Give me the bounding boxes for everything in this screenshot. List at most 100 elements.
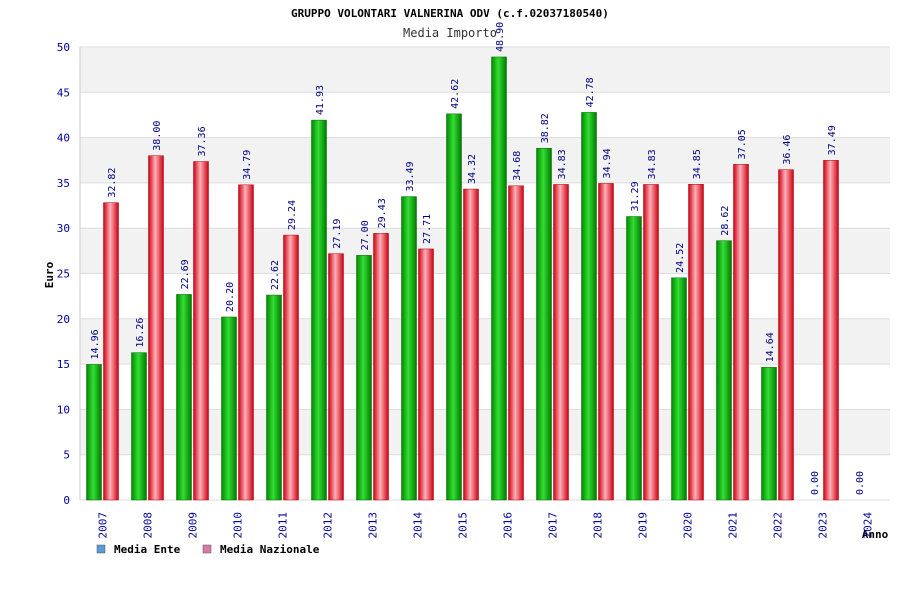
bar-media-nazionale [373, 233, 389, 501]
bar-value-label: 32.82 [107, 168, 118, 198]
grid-band [80, 228, 890, 274]
bar-media-ente [131, 352, 147, 501]
x-tick-label: 2021 [727, 512, 740, 539]
x-tick-label: 2013 [367, 512, 380, 539]
bar-media-nazionale [463, 188, 479, 501]
bar-value-label: 29.24 [287, 200, 298, 230]
legend-swatch [202, 544, 212, 554]
bar-media-nazionale [508, 185, 524, 501]
bar-value-label: 22.62 [270, 260, 281, 290]
bar-media-nazionale [103, 202, 119, 501]
y-axis-label: Euro [43, 261, 56, 288]
legend-swatch [96, 544, 106, 554]
bar-value-label: 42.62 [450, 79, 461, 109]
y-tick-label: 5 [63, 449, 70, 462]
x-tick-label: 2024 [862, 512, 875, 539]
bar-value-label: 14.64 [765, 332, 776, 362]
y-tick-label: 10 [57, 403, 70, 416]
chart-title: GRUPPO VOLONTARI VALNERINA ODV (c.f.0203… [291, 7, 609, 20]
x-tick-label: 2014 [412, 512, 425, 539]
bar-value-label: 27.00 [360, 220, 371, 250]
bar-value-label: 42.78 [585, 77, 596, 107]
grid-band [80, 137, 890, 183]
y-axis: 0 5 10 15 20 25 30 35 40 45 50 [57, 41, 70, 507]
bar-value-label: 27.71 [422, 214, 433, 244]
x-tick-label: 2011 [277, 512, 290, 539]
bar-media-nazionale [328, 253, 344, 501]
bar-value-label: 48.90 [495, 22, 506, 52]
bar-media-nazionale [148, 155, 164, 501]
y-tick-label: 35 [57, 177, 70, 190]
bar-value-label: 37.49 [827, 125, 838, 155]
bar-media-ente [581, 112, 597, 501]
bar-media-ente [626, 216, 642, 501]
bar-value-label: 34.83 [647, 149, 658, 179]
x-tick-label: 2020 [682, 512, 695, 539]
bar-value-label: 34.68 [512, 151, 523, 181]
y-tick-label: 45 [57, 86, 70, 99]
bar-media-nazionale [418, 248, 434, 501]
y-tick-label: 15 [57, 358, 70, 371]
grid-band [80, 47, 890, 93]
bar-value-label: 0.00 [855, 471, 866, 495]
y-tick-label: 50 [57, 41, 70, 54]
legend: Media Ente Media Nazionale [96, 543, 320, 556]
bar-media-ente [266, 294, 282, 501]
bar-value-label: 22.69 [180, 259, 191, 289]
x-tick-label: 2023 [817, 512, 830, 539]
bar-media-ente [176, 294, 192, 501]
x-tick-label: 2016 [502, 512, 515, 539]
x-tick-label: 2009 [187, 512, 200, 539]
bar-value-label: 16.26 [135, 318, 146, 348]
bar-media-ente [491, 56, 507, 501]
x-tick-label: 2022 [772, 512, 785, 539]
bar-media-ente [311, 119, 327, 501]
bar-value-label: 41.93 [315, 85, 326, 115]
bar-media-ente [761, 367, 777, 501]
chart-subtitle: Media Importo [403, 26, 497, 40]
plot-background [79, 46, 890, 501]
bar-value-label: 34.32 [467, 154, 478, 184]
bar-value-label: 34.85 [692, 149, 703, 179]
bar-value-label: 36.46 [782, 135, 793, 165]
x-tick-label: 2019 [637, 512, 650, 539]
bar-value-label: 37.05 [737, 129, 748, 159]
x-tick-label: 2017 [547, 512, 560, 539]
bar-value-label: 34.94 [602, 148, 613, 178]
bar-value-label: 38.82 [540, 113, 551, 143]
x-tick-label: 2018 [592, 512, 605, 539]
y-tick-label: 40 [57, 132, 70, 145]
x-axis: 2007 2008 2009 2010 2011 2012 2013 2014 2015 2016… [97, 512, 875, 539]
bars: 14.96 32.82 16.26 38.00 22.69 37.36 20.20 34.79… [86, 22, 866, 501]
bar-media-nazionale [283, 234, 299, 501]
x-axis-label: Anno [862, 528, 889, 541]
bar-media-nazionale [733, 164, 749, 501]
x-tick-label: 2012 [322, 512, 335, 539]
bar-value-label: 29.43 [377, 198, 388, 228]
bar-value-label: 37.36 [197, 126, 208, 156]
grid-band [80, 318, 890, 365]
bar-media-nazionale [643, 184, 659, 501]
bar-value-label: 20.20 [225, 282, 236, 312]
bar-media-nazionale [553, 184, 569, 501]
y-tick-label: 30 [57, 222, 70, 235]
bar-value-label: 31.29 [630, 181, 641, 211]
grid-band [80, 409, 890, 455]
bar-value-label: 34.79 [242, 150, 253, 180]
bar-value-label: 38.00 [152, 121, 163, 151]
bar-media-nazionale [238, 184, 254, 501]
bar-media-nazionale [688, 184, 704, 501]
bar-value-label: 0.00 [810, 471, 821, 495]
bar-media-nazionale [193, 161, 209, 501]
bar-media-ente [671, 277, 687, 501]
bar-media-nazionale [823, 160, 839, 501]
bar-value-label: 33.49 [405, 161, 416, 191]
bar-media-ente [356, 255, 372, 501]
bar-value-label: 14.96 [90, 329, 101, 359]
bar-value-label: 24.52 [675, 243, 686, 273]
bar-media-ente [716, 240, 732, 501]
legend-label: Media Ente [114, 543, 181, 556]
bar-media-nazionale [598, 183, 614, 501]
y-tick-label: 0 [63, 494, 70, 507]
